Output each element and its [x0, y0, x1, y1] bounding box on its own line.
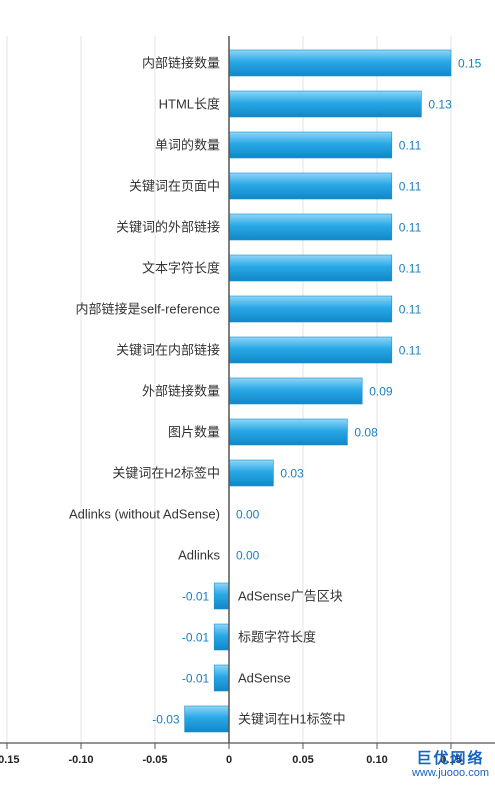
- value-label: 0.11: [399, 139, 422, 153]
- category-label: 单词的数量: [155, 138, 220, 153]
- watermark-url: www.juooo.com: [411, 767, 489, 779]
- bar: [213, 664, 230, 692]
- value-label: 0.13: [428, 98, 452, 112]
- category-label: 外部链接数量: [142, 384, 220, 399]
- x-tick-label: 0.10: [366, 754, 387, 766]
- category-label: 内部链接数量: [142, 56, 220, 71]
- value-label: 0.00: [236, 549, 260, 563]
- category-label: 关键词在内部链接: [116, 343, 220, 358]
- category-label: 内部链接是self-reference: [76, 302, 220, 317]
- x-tick-label: -0.15: [0, 754, 20, 766]
- bar: [228, 172, 393, 200]
- category-label: HTML长度: [159, 97, 220, 112]
- category-label: 文本字符长度: [142, 261, 220, 276]
- bar: [213, 582, 230, 610]
- value-label: 0.09: [369, 385, 393, 399]
- x-tick-label: 0: [226, 754, 232, 766]
- bar: [228, 254, 393, 282]
- value-label: -0.01: [182, 631, 210, 645]
- watermark-title: 巨优网络: [416, 750, 485, 767]
- value-label: 0.11: [399, 344, 422, 358]
- category-label: AdSense广告区块: [238, 589, 343, 604]
- bar: [184, 705, 230, 733]
- value-label: 0.00: [236, 508, 260, 522]
- bar: [228, 131, 393, 159]
- bar: [228, 377, 363, 405]
- labels: 内部链接数量 0.15 HTML长度 0.13 单词的数量 0.11 关键词在页面中 0.11…: [69, 56, 482, 727]
- value-label: 0.11: [399, 180, 422, 194]
- bar: [228, 213, 393, 241]
- bar: [228, 90, 422, 118]
- x-tick-label: -0.10: [68, 754, 93, 766]
- value-label: -0.01: [182, 672, 210, 686]
- category-label: AdSense: [238, 671, 291, 686]
- category-label: 标题字符长度: [238, 630, 316, 645]
- x-tick-label: -0.05: [142, 754, 167, 766]
- value-label: 0.08: [354, 426, 378, 440]
- value-label: -0.03: [152, 713, 180, 727]
- value-label: 0.11: [399, 303, 422, 317]
- value-label: 0.11: [399, 221, 422, 235]
- category-label: 关键词在页面中: [129, 179, 220, 194]
- category-label: Adlinks (without AdSense): [69, 507, 220, 522]
- value-label: 0.03: [280, 467, 304, 481]
- bar: [228, 418, 348, 446]
- bar: [228, 49, 452, 77]
- watermark-logo: 巨优网络 www.juooo.com: [411, 750, 489, 780]
- x-tick-label: 0.05: [292, 754, 313, 766]
- bar: [213, 623, 230, 651]
- category-label: 关键词在H1标签中: [238, 712, 346, 727]
- value-label: 0.11: [399, 262, 422, 276]
- category-label: 关键词的外部链接: [116, 220, 220, 235]
- bar: [228, 336, 393, 364]
- x-tick-label: 0.15: [440, 754, 461, 766]
- bars: [184, 49, 452, 733]
- bar: [228, 459, 274, 487]
- value-label: -0.01: [182, 590, 210, 604]
- category-label: 关键词在H2标签中: [112, 466, 220, 481]
- bar: [228, 295, 393, 323]
- category-label: Adlinks: [178, 548, 220, 563]
- axes: -0.15 -0.10 -0.05 0 0.05 0.10 0.15: [0, 36, 495, 766]
- category-label: 图片数量: [168, 425, 220, 440]
- value-label: 0.15: [458, 57, 482, 71]
